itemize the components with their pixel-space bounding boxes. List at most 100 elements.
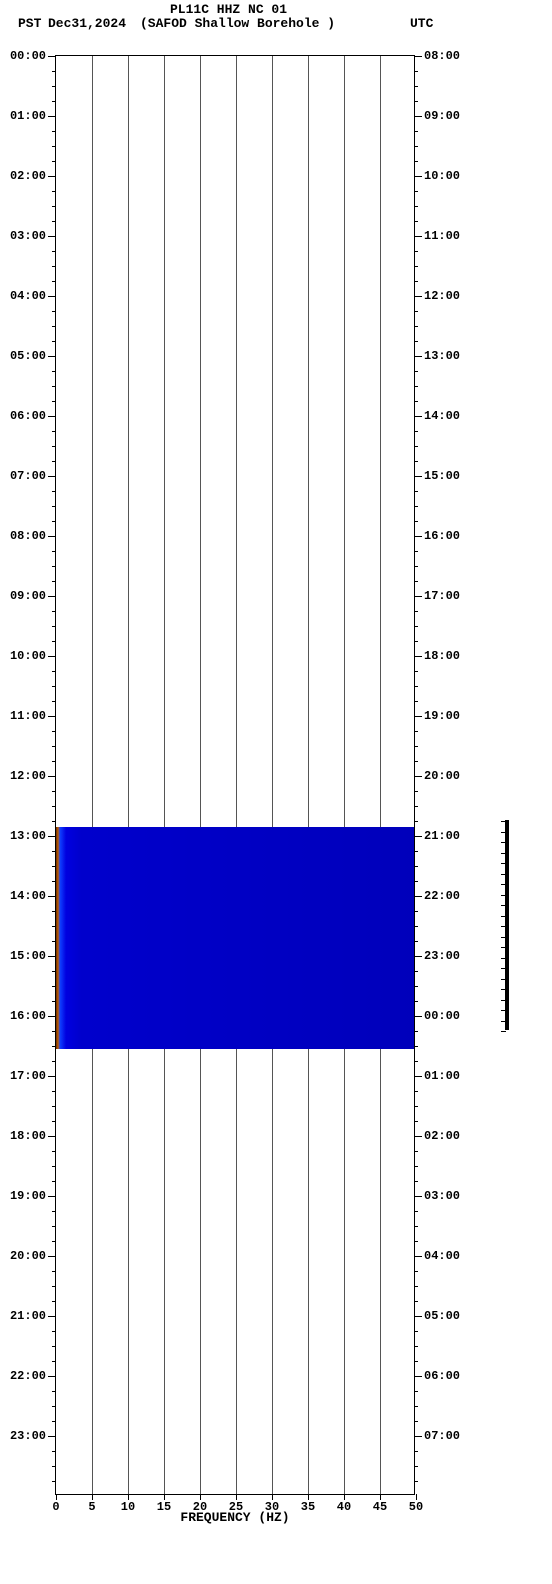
y-tick-minor-right (414, 311, 418, 312)
y-tick-minor-right (414, 146, 418, 147)
gridline-vertical (92, 56, 93, 1494)
y-label-left: 01:00 (10, 109, 46, 123)
y-label-left: 07:00 (10, 469, 46, 483)
x-tick-label: 10 (121, 1500, 135, 1514)
gridline-vertical (344, 56, 345, 1494)
y-tick-major-right (414, 236, 422, 237)
y-tick-minor-right (414, 266, 418, 267)
y-tick-minor-left (52, 1466, 56, 1467)
y-tick-minor-left (52, 431, 56, 432)
y-tick-minor-left (52, 1481, 56, 1482)
y-label-left: 19:00 (10, 1189, 46, 1203)
y-label-right: 05:00 (424, 1309, 460, 1323)
x-tick-label: 40 (337, 1500, 351, 1514)
y-tick-minor-left (52, 611, 56, 612)
y-tick-minor-right (414, 761, 418, 762)
x-tick-label: 0 (52, 1500, 59, 1514)
y-tick-major-right (414, 116, 422, 117)
colorbar-tick (501, 863, 506, 864)
y-tick-minor-right (414, 701, 418, 702)
y-tick-major-right (414, 416, 422, 417)
y-tick-minor-right (414, 1241, 418, 1242)
y-tick-minor-left (52, 1286, 56, 1287)
y-tick-minor-right (414, 206, 418, 207)
y-tick-minor-left (52, 1121, 56, 1122)
colorbar-tick (501, 926, 506, 927)
y-tick-major-right (414, 716, 422, 717)
colorbar-tick (501, 947, 506, 948)
colorbar-tick (501, 1021, 506, 1022)
gridline-vertical (236, 56, 237, 1494)
colorbar-tick (501, 853, 506, 854)
y-tick-minor-right (414, 341, 418, 342)
y-tick-minor-right (414, 71, 418, 72)
y-label-left: 16:00 (10, 1009, 46, 1023)
y-tick-minor-left (52, 191, 56, 192)
y-tick-major-right (414, 1196, 422, 1197)
y-tick-minor-left (52, 941, 56, 942)
y-label-right: 15:00 (424, 469, 460, 483)
y-tick-minor-right (414, 1166, 418, 1167)
y-tick-minor-left (52, 1406, 56, 1407)
colorbar-tick (501, 1000, 506, 1001)
y-tick-minor-right (414, 626, 418, 627)
y-label-left: 05:00 (10, 349, 46, 363)
y-label-left: 09:00 (10, 589, 46, 603)
y-tick-minor-left (52, 1241, 56, 1242)
y-tick-minor-right (414, 491, 418, 492)
x-tick-label: 45 (373, 1500, 387, 1514)
y-tick-minor-right (414, 791, 418, 792)
colorbar-tick (501, 905, 506, 906)
station-title: PL11C HHZ NC 01 (170, 2, 287, 17)
y-tick-minor-right (414, 1466, 418, 1467)
y-tick-minor-right (414, 1331, 418, 1332)
y-tick-minor-left (52, 506, 56, 507)
y-tick-minor-left (52, 746, 56, 747)
colorbar-tick (501, 884, 506, 885)
x-tick-label: 15 (157, 1500, 171, 1514)
y-tick-major-left (48, 1256, 56, 1257)
y-tick-minor-left (52, 551, 56, 552)
y-tick-minor-left (52, 806, 56, 807)
y-tick-minor-left (52, 1151, 56, 1152)
y-tick-major-right (414, 656, 422, 657)
y-tick-minor-right (414, 581, 418, 582)
y-tick-minor-right (414, 1031, 418, 1032)
y-tick-minor-left (52, 71, 56, 72)
y-label-left: 12:00 (10, 769, 46, 783)
y-tick-minor-right (414, 971, 418, 972)
y-label-left: 02:00 (10, 169, 46, 183)
y-label-right: 21:00 (424, 829, 460, 843)
y-tick-major-right (414, 1256, 422, 1257)
y-tick-minor-right (414, 1481, 418, 1482)
y-tick-minor-left (52, 221, 56, 222)
y-tick-minor-left (52, 86, 56, 87)
y-tick-minor-left (52, 161, 56, 162)
y-label-right: 12:00 (424, 289, 460, 303)
y-tick-minor-right (414, 461, 418, 462)
y-tick-minor-right (414, 1121, 418, 1122)
y-tick-minor-right (414, 161, 418, 162)
spectrogram-container: PL11C HHZ NC 01 PST Dec31,2024 (SAFOD Sh… (0, 0, 552, 1584)
y-label-left: 08:00 (10, 529, 46, 543)
y-tick-minor-right (414, 1091, 418, 1092)
y-tick-minor-right (414, 746, 418, 747)
y-tick-major-right (414, 296, 422, 297)
y-tick-major-left (48, 836, 56, 837)
y-label-right: 20:00 (424, 769, 460, 783)
gridline-vertical (200, 56, 201, 1494)
y-label-left: 04:00 (10, 289, 46, 303)
y-tick-minor-left (52, 1166, 56, 1167)
y-label-left: 23:00 (10, 1429, 46, 1443)
y-label-left: 10:00 (10, 649, 46, 663)
y-tick-minor-left (52, 581, 56, 582)
y-tick-minor-right (414, 881, 418, 882)
colorbar-tick (501, 958, 506, 959)
y-tick-minor-left (52, 206, 56, 207)
colorbar-tick (501, 842, 506, 843)
x-tick-label: 35 (301, 1500, 315, 1514)
y-tick-major-right (414, 176, 422, 177)
y-tick-major-left (48, 716, 56, 717)
y-tick-minor-right (414, 281, 418, 282)
y-label-left: 15:00 (10, 949, 46, 963)
